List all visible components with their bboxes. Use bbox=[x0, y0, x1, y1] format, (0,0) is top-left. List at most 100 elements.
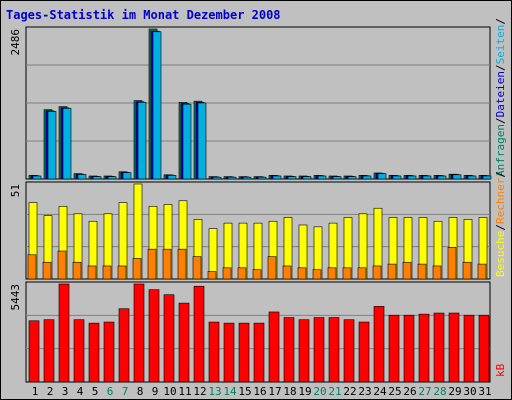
legend-middle-entry: / bbox=[494, 171, 507, 178]
bar-rechner-day-13 bbox=[207, 271, 217, 280]
bar-rechner-day-14 bbox=[222, 267, 232, 280]
day-label-26: 26 bbox=[403, 385, 416, 398]
axis-max-label-top: 2486 bbox=[9, 29, 22, 56]
bar-rechner-day-15 bbox=[237, 267, 247, 280]
bar-seiten-day-19 bbox=[302, 176, 312, 180]
bar-kb-day-12 bbox=[193, 285, 205, 383]
day-label-27: 27 bbox=[418, 385, 431, 398]
day-label-4: 4 bbox=[77, 385, 84, 398]
bar-rechner-day-24 bbox=[372, 265, 382, 280]
bar-rechner-day-4 bbox=[72, 261, 82, 280]
legend-bottom: kB bbox=[494, 363, 507, 377]
bar-kb-day-1 bbox=[28, 320, 40, 383]
bar-seiten-day-10 bbox=[167, 175, 177, 180]
bar-seiten-day-15 bbox=[242, 176, 252, 180]
bar-rechner-day-25 bbox=[387, 263, 397, 280]
bar-rechner-day-21 bbox=[327, 267, 337, 280]
bar-rechner-day-1 bbox=[27, 254, 37, 280]
bar-kb-day-11 bbox=[178, 302, 190, 383]
day-label-25: 25 bbox=[388, 385, 401, 398]
bar-kb-day-19 bbox=[298, 319, 310, 383]
bar-kb-day-29 bbox=[448, 312, 460, 383]
bar-rechner-day-7 bbox=[117, 265, 127, 280]
bar-seiten-day-30 bbox=[467, 175, 477, 180]
bar-kb-day-9 bbox=[148, 289, 160, 383]
bar-kb-day-17 bbox=[268, 311, 280, 383]
day-label-6: 6 bbox=[107, 385, 114, 398]
bar-rechner-day-16 bbox=[252, 269, 262, 280]
day-label-15: 15 bbox=[238, 385, 251, 398]
legend-top-entry: Dateien bbox=[494, 71, 507, 117]
day-label-12: 12 bbox=[193, 385, 206, 398]
bar-kb-day-2 bbox=[43, 319, 55, 383]
bar-seiten-day-8 bbox=[137, 102, 147, 180]
bar-rechner-day-28 bbox=[432, 265, 442, 280]
bar-kb-day-24 bbox=[373, 306, 385, 383]
bar-rechner-day-8 bbox=[132, 258, 142, 280]
bar-kb-day-27 bbox=[418, 313, 430, 383]
bar-kb-day-14 bbox=[223, 322, 235, 383]
bar-seiten-day-16 bbox=[257, 176, 267, 180]
bar-kb-day-25 bbox=[388, 314, 400, 383]
legend-top: Anfragen/Dateien/Seiten/ bbox=[494, 18, 507, 177]
day-label-1: 1 bbox=[32, 385, 39, 398]
axis-max-label-bottom: 5443 bbox=[9, 284, 22, 311]
bar-kb-day-10 bbox=[163, 294, 175, 383]
bar-seiten-day-22 bbox=[347, 176, 357, 180]
legend-middle-entry: / bbox=[494, 224, 507, 231]
day-label-10: 10 bbox=[163, 385, 176, 398]
bar-rechner-day-27 bbox=[417, 263, 427, 280]
bar-kb-day-20 bbox=[313, 317, 325, 383]
bar-kb-day-16 bbox=[253, 322, 265, 383]
day-label-24: 24 bbox=[373, 385, 387, 398]
day-label-8: 8 bbox=[137, 385, 144, 398]
bar-seiten-day-28 bbox=[437, 175, 447, 180]
bar-rechner-day-23 bbox=[357, 267, 367, 280]
bar-seiten-day-9 bbox=[152, 31, 162, 180]
bar-seiten-day-29 bbox=[452, 174, 462, 180]
bar-kb-day-28 bbox=[433, 312, 445, 383]
bar-seiten-day-31 bbox=[482, 175, 492, 180]
legend-top-entry: Anfragen bbox=[494, 124, 507, 177]
day-label-17: 17 bbox=[268, 385, 281, 398]
legend-bottom-entry: kB bbox=[494, 363, 507, 377]
bar-seiten-day-6 bbox=[107, 176, 117, 180]
bar-seiten-day-24 bbox=[377, 173, 387, 180]
day-label-22: 22 bbox=[343, 385, 356, 398]
bar-rechner-day-10 bbox=[162, 248, 172, 280]
bar-seiten-day-21 bbox=[332, 176, 342, 180]
legend-top-entry: / bbox=[494, 64, 507, 71]
bar-rechner-day-22 bbox=[342, 267, 352, 280]
bar-kb-day-15 bbox=[238, 322, 250, 383]
bar-seiten-day-26 bbox=[407, 175, 417, 180]
bar-rechner-day-11 bbox=[177, 248, 187, 280]
bar-rechner-day-6 bbox=[102, 265, 112, 280]
bar-seiten-day-17 bbox=[272, 175, 282, 180]
day-label-23: 23 bbox=[358, 385, 371, 398]
bar-rechner-day-31 bbox=[477, 263, 487, 280]
bar-rechner-day-20 bbox=[312, 269, 322, 280]
bar-rechner-day-18 bbox=[282, 265, 292, 280]
bar-seiten-day-14 bbox=[227, 176, 237, 180]
bar-seiten-day-20 bbox=[317, 175, 327, 180]
day-label-7: 7 bbox=[122, 385, 129, 398]
bar-rechner-day-3 bbox=[57, 250, 67, 280]
bar-seiten-day-3 bbox=[62, 108, 72, 180]
bar-seiten-day-7 bbox=[122, 172, 132, 180]
day-label-19: 19 bbox=[298, 385, 311, 398]
day-label-13: 13 bbox=[208, 385, 221, 398]
bar-kb-day-30 bbox=[463, 314, 475, 383]
bar-seiten-day-25 bbox=[392, 175, 402, 180]
day-label-9: 9 bbox=[152, 385, 159, 398]
bar-seiten-day-4 bbox=[77, 174, 87, 180]
day-label-2: 2 bbox=[47, 385, 54, 398]
bar-rechner-day-29 bbox=[447, 247, 457, 280]
bar-kb-day-23 bbox=[358, 321, 370, 383]
day-label-5: 5 bbox=[92, 385, 99, 398]
axis-max-label-middle: 51 bbox=[9, 184, 22, 197]
day-label-31: 31 bbox=[478, 385, 491, 398]
day-label-16: 16 bbox=[253, 385, 266, 398]
day-label-21: 21 bbox=[328, 385, 341, 398]
